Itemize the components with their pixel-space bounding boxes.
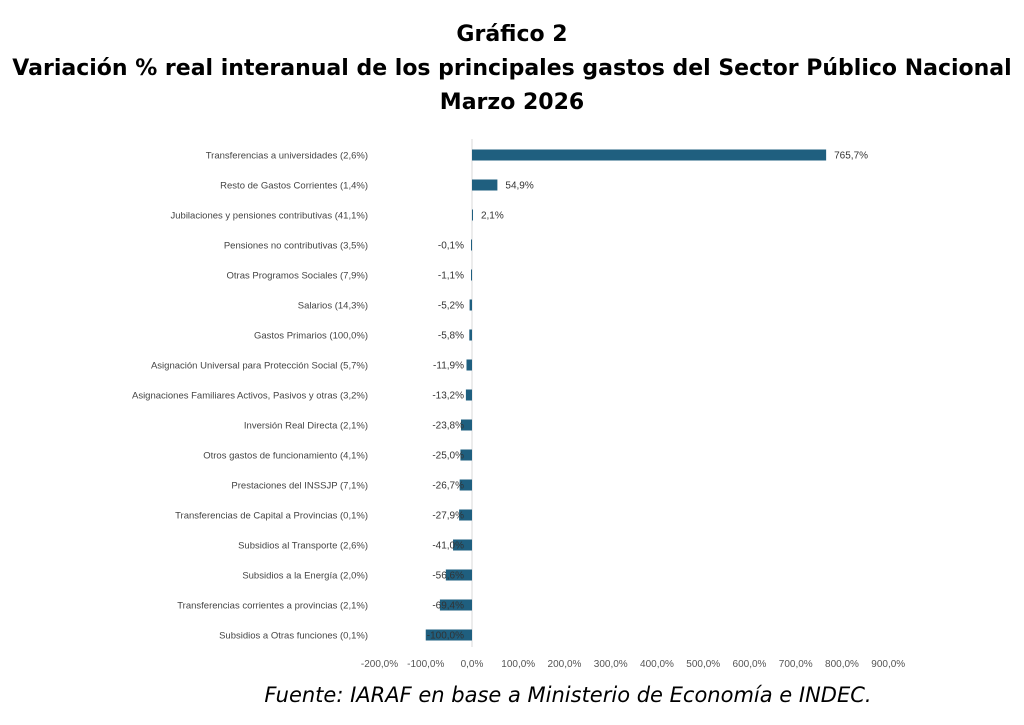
data-label: -41,0% (432, 541, 464, 552)
bar (465, 389, 472, 401)
data-label: -13,2% (432, 391, 464, 402)
data-label: 765,7% (834, 151, 868, 162)
x-tick-label: 500,0% (686, 659, 720, 670)
bar (469, 299, 472, 311)
bar (453, 539, 472, 551)
bar-chart: Transferencias a universidades (2,6%) 765… (132, 139, 905, 670)
data-label: -23,8% (432, 421, 464, 432)
category-label: Asignaciones Familiares Activos, Pasivos… (132, 391, 368, 402)
data-label: 54,9% (505, 181, 533, 192)
category-label: Otras Programos Sociales (7,9%) (227, 271, 369, 282)
bar (466, 359, 472, 371)
bar (469, 329, 472, 341)
category-label: Transferencias a universidades (2,6%) (206, 151, 368, 162)
data-label: -56,6% (432, 571, 464, 582)
category-label: Jubilaciones y pensiones contributivas (… (171, 211, 369, 222)
chart-subtitle: Variación % real interanual de los princ… (12, 56, 1012, 81)
data-label: -26,7% (432, 481, 464, 492)
bar (425, 629, 472, 641)
category-label: Otros gastos de funcionamiento (4,1%) (203, 451, 368, 462)
data-label: -0,1% (438, 241, 464, 252)
x-tick-label: -100,0% (407, 659, 444, 670)
category-label: Asignación Universal para Protección Soc… (151, 361, 368, 372)
bar (459, 509, 472, 521)
x-tick-label: 700,0% (779, 659, 813, 670)
category-label: Resto de Gastos Corrientes (1,4%) (220, 181, 368, 192)
category-label: Prestaciones del INSSJP (7,1%) (231, 481, 368, 492)
category-label: Salarios (14,3%) (298, 301, 368, 312)
bar (439, 599, 472, 611)
category-label: Transferencias corrientes a provincias (… (177, 601, 368, 612)
bar (445, 569, 472, 581)
category-label: Pensiones no contributivas (3,5%) (224, 241, 368, 252)
data-label: -25,0% (432, 451, 464, 462)
data-label: -5,2% (438, 301, 464, 312)
x-tick-label: 800,0% (825, 659, 859, 670)
category-label: Transferencias de Capital a Provincias (… (175, 511, 368, 522)
chart-title: Gráfico 2 (456, 22, 568, 47)
category-label: Inversión Real Directa (2,1%) (244, 421, 368, 432)
x-axis-ticks: -200,0% -100,0% 0,0% 100,0% 200,0% 300,0% 400,… (361, 659, 905, 670)
category-label: Subsidios al Transporte (2,6%) (238, 541, 368, 552)
chart-period: Marzo 2026 (439, 90, 585, 115)
x-tick-label: 300,0% (594, 659, 628, 670)
x-tick-label: 400,0% (640, 659, 674, 670)
data-label: -69,4% (432, 601, 464, 612)
x-tick-label: 0,0% (461, 659, 484, 670)
bar (460, 419, 472, 431)
bar (472, 149, 827, 161)
x-tick-label: 100,0% (501, 659, 535, 670)
x-tick-label: 200,0% (548, 659, 582, 670)
bar (472, 179, 498, 191)
bar (472, 209, 473, 221)
category-label: Gastos Primarios (100,0%) (254, 331, 368, 342)
x-tick-label: 900,0% (871, 659, 905, 670)
chart-title-block: Gráfico 2 Variación % real interanual de… (0, 18, 1024, 120)
data-label: -5,8% (438, 331, 464, 342)
bars-group: Transferencias a universidades (2,6%) 765… (132, 149, 868, 642)
data-label: -1,1% (438, 271, 464, 282)
bar (459, 479, 472, 491)
data-label: -27,9% (432, 511, 464, 522)
source-note: Fuente: IARAF en base a Ministerio de Ec… (264, 683, 872, 707)
category-label: Subsidios a Otras funciones (0,1%) (219, 631, 368, 642)
bar (471, 239, 472, 251)
bar (471, 269, 472, 281)
category-label: Subsidios a la Energía (2,0%) (242, 571, 368, 582)
bar (460, 449, 472, 461)
data-label: 2,1% (481, 211, 504, 222)
data-label: -100,0% (427, 631, 464, 642)
data-label: -11,9% (433, 361, 464, 372)
x-tick-label: 600,0% (733, 659, 767, 670)
x-tick-label: -200,0% (361, 659, 398, 670)
